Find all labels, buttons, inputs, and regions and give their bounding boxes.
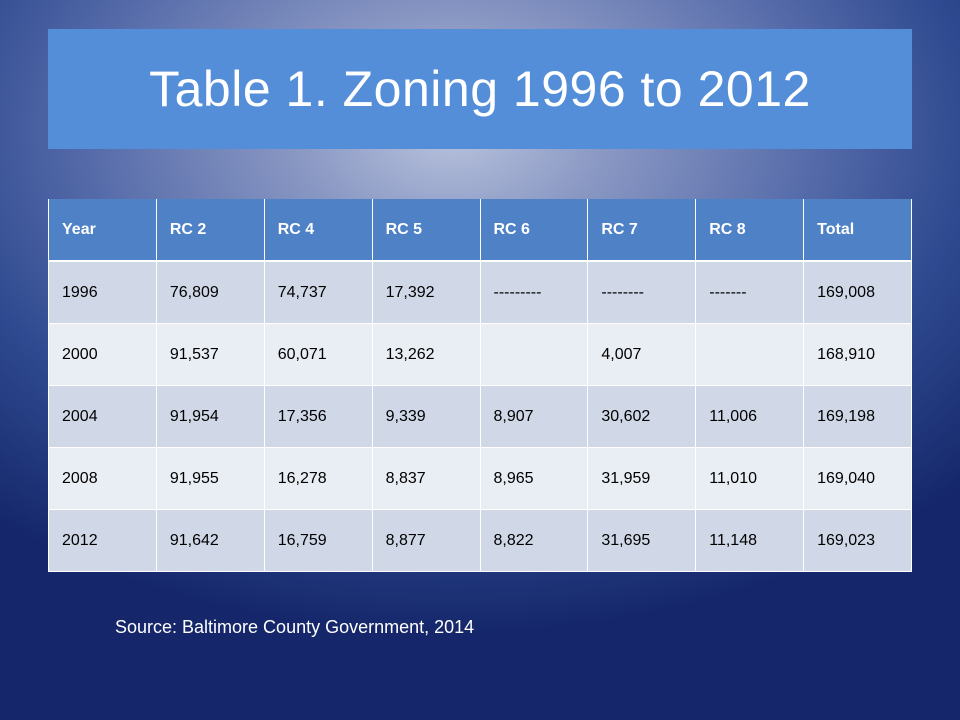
table-cell: 17,392	[371, 261, 481, 324]
table-cell: 16,759	[263, 509, 373, 572]
table-cell: 1996	[48, 261, 157, 324]
source-caption: Source: Baltimore County Government, 201…	[115, 617, 475, 637]
table-cell: 91,537	[155, 323, 265, 386]
table-cell: 11,006	[695, 385, 805, 448]
table-cell: 9,339	[371, 385, 481, 448]
table-cell: 2012	[48, 509, 157, 572]
table-cell: 169,040	[803, 447, 912, 510]
table-cell: 2008	[48, 447, 157, 510]
header-total: Total	[803, 199, 912, 262]
table-cell: 168,910	[803, 323, 912, 386]
table-cell: 169,198	[803, 385, 912, 448]
table-cell: 91,955	[155, 447, 265, 510]
table-cell: 8,907	[479, 385, 589, 448]
table-row: 2000 91,537 60,071 13,262 4,007 168,910	[48, 323, 912, 386]
table-cell: 8,837	[371, 447, 481, 510]
table-cell: 30,602	[587, 385, 697, 448]
zoning-table: Year RC 2 RC 4 RC 5 RC 6 RC 7 RC 8 Total…	[48, 199, 912, 572]
header-year: Year	[48, 199, 157, 262]
table-cell	[695, 323, 805, 386]
table-row: 2008 91,955 16,278 8,837 8,965 31,959 11…	[48, 447, 912, 510]
table-cell: 2004	[48, 385, 157, 448]
header-rc6: RC 6	[479, 199, 589, 262]
table-cell: 169,023	[803, 509, 912, 572]
header-rc7: RC 7	[587, 199, 697, 262]
table-header-row: Year RC 2 RC 4 RC 5 RC 6 RC 7 RC 8 Total	[48, 199, 912, 262]
table-cell: 2000	[48, 323, 157, 386]
header-rc5: RC 5	[371, 199, 481, 262]
table-cell: 31,959	[587, 447, 697, 510]
table-cell: 74,737	[263, 261, 373, 324]
table-cell: 11,148	[695, 509, 805, 572]
table-cell: 11,010	[695, 447, 805, 510]
table-cell: 31,695	[587, 509, 697, 572]
table-cell: 60,071	[263, 323, 373, 386]
table-cell: 17,356	[263, 385, 373, 448]
table-cell: 91,642	[155, 509, 265, 572]
table-cell: 91,954	[155, 385, 265, 448]
table-cell: 16,278	[263, 447, 373, 510]
header-rc4: RC 4	[263, 199, 373, 262]
header-rc2: RC 2	[155, 199, 265, 262]
table-cell: 76,809	[155, 261, 265, 324]
table-cell: 169,008	[803, 261, 912, 324]
table-cell: 8,965	[479, 447, 589, 510]
table-row: 1996 76,809 74,737 17,392 --------- ----…	[48, 261, 912, 324]
title-bar: Table 1. Zoning 1996 to 2012	[48, 29, 912, 149]
header-rc8: RC 8	[695, 199, 805, 262]
table-cell: 13,262	[371, 323, 481, 386]
table-row: 2004 91,954 17,356 9,339 8,907 30,602 11…	[48, 385, 912, 448]
table-cell: 4,007	[587, 323, 697, 386]
page-title: Table 1. Zoning 1996 to 2012	[149, 61, 811, 117]
table-cell: -------	[695, 261, 805, 324]
table-cell	[479, 323, 589, 386]
table-cell: 8,822	[479, 509, 589, 572]
table-cell: ---------	[479, 261, 589, 324]
table-cell: --------	[587, 261, 697, 324]
table-cell: 8,877	[371, 509, 481, 572]
table-row: 2012 91,642 16,759 8,877 8,822 31,695 11…	[48, 509, 912, 572]
